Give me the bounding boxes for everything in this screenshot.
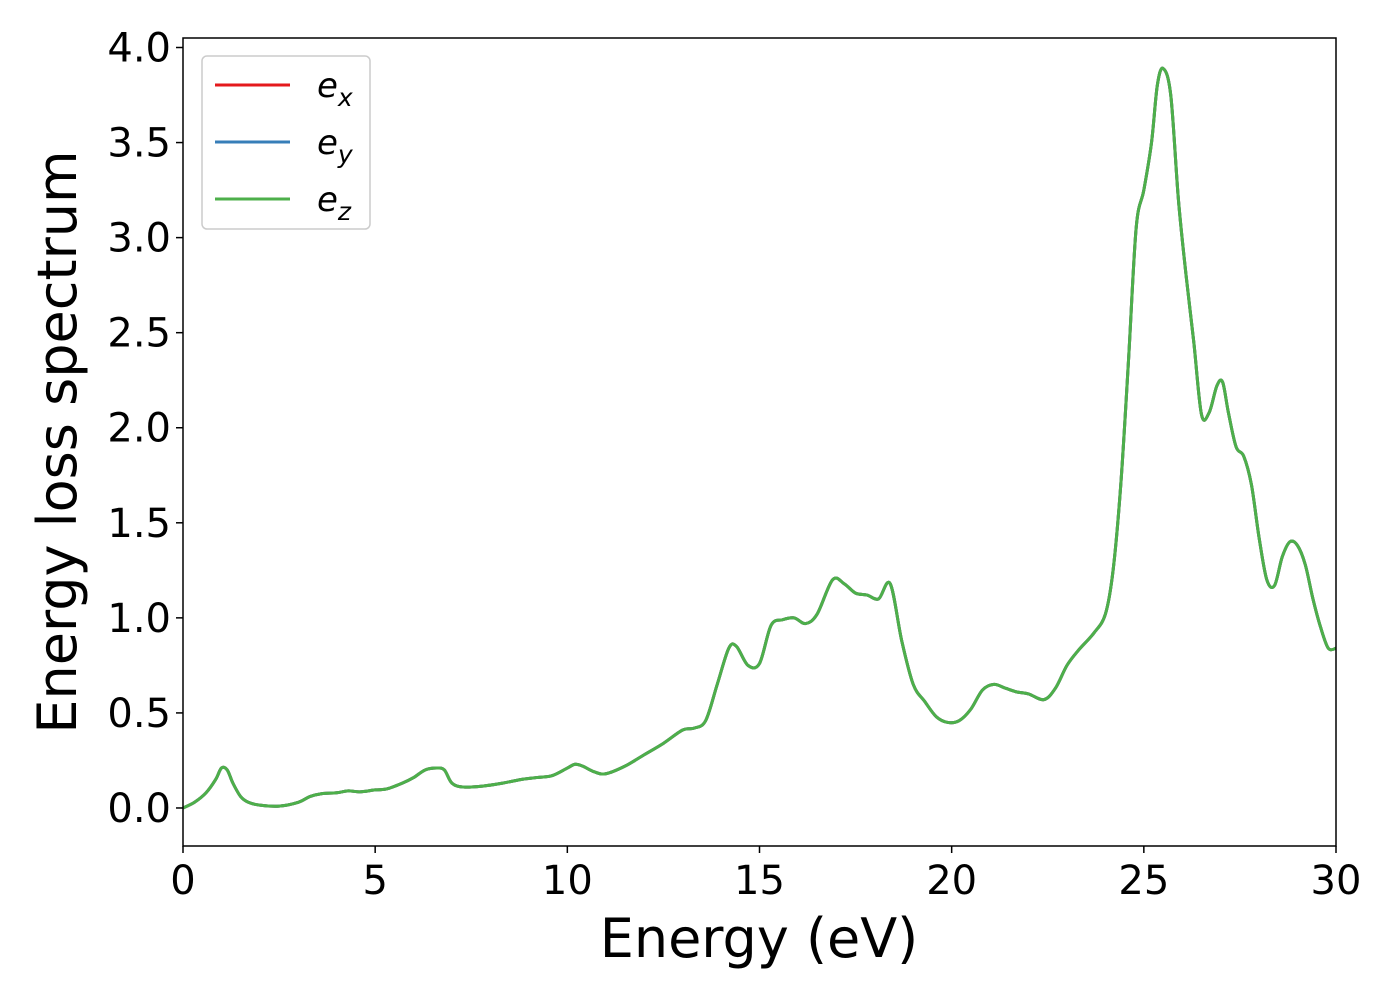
y-tick-label: 2.0 — [107, 406, 171, 452]
y-tick-label: 3.5 — [107, 121, 171, 167]
x-tick-label: 30 — [1311, 858, 1362, 904]
y-axis: 0.0 0.5 1.0 1.5 2.0 2.5 3.0 3.5 4.0 — [107, 26, 183, 832]
x-tick-label: 10 — [542, 858, 593, 904]
x-tick-label: 5 — [362, 858, 387, 904]
x-tick-label: 20 — [926, 858, 977, 904]
x-axis-label: Energy (eV) — [600, 907, 919, 970]
y-tick-label: 0.5 — [107, 691, 171, 737]
plot-lines — [182, 66, 1337, 810]
legend-label-ez: ez — [317, 180, 352, 226]
y-tick-label: 2.5 — [107, 311, 171, 357]
x-tick-label: 15 — [734, 858, 785, 904]
y-tick-label: 1.5 — [107, 501, 171, 547]
legend-label-ey: ey — [317, 123, 354, 169]
y-tick-label: 3.0 — [107, 216, 171, 262]
x-axis: 0 5 10 15 20 25 30 — [170, 846, 1361, 904]
y-tick-label: 1.0 — [107, 596, 171, 642]
y-tick-label: 0.0 — [107, 786, 171, 832]
y-tick-label: 4.0 — [107, 26, 171, 72]
series-line-ez — [182, 66, 1337, 810]
x-tick-label: 0 — [170, 858, 195, 904]
legend-label-ex: ex — [317, 66, 353, 112]
x-tick-label: 25 — [1118, 858, 1169, 904]
y-axis-label: Energy loss spectrum — [26, 150, 89, 733]
legend: ex ey ez — [201, 55, 371, 230]
